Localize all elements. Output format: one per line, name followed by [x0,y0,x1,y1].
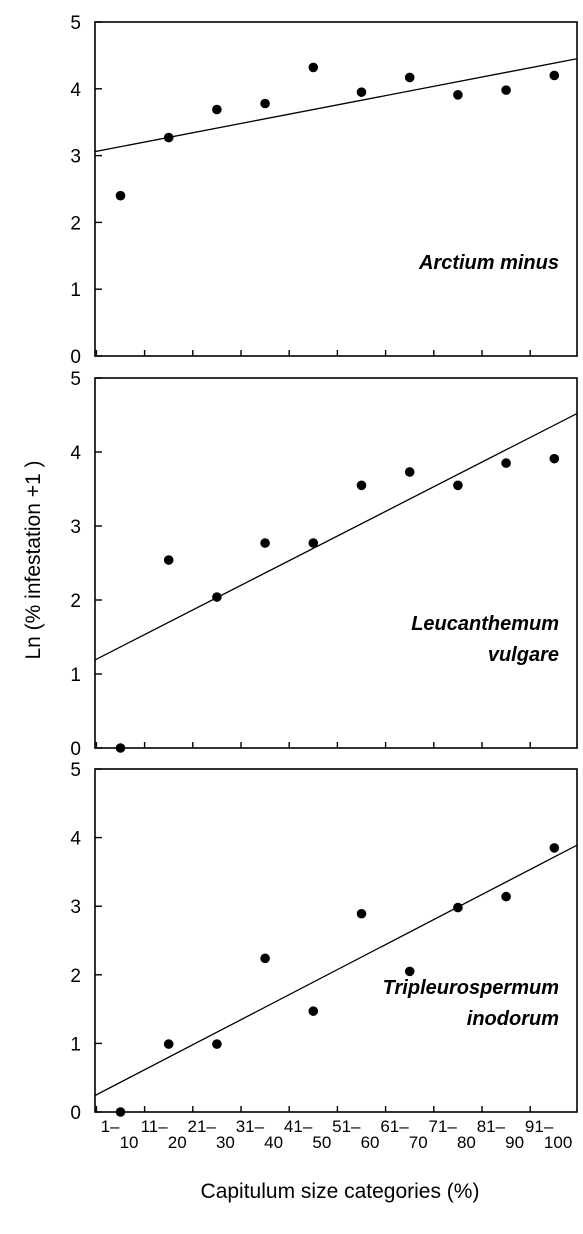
data-point [453,902,463,913]
panel-2: 0 1 2 3 4 5 Leucanthemum vulgare [70,369,578,760]
data-point [260,98,270,109]
data-point [212,1039,222,1049]
species-label: Leucanthemum [411,613,559,635]
category-label-top: 61– [380,1117,409,1136]
y-tick-label: 4 [70,80,81,101]
category-label: 31–40 [236,1117,283,1152]
y-axis-title: Ln (% infestation +1 ) [22,460,45,659]
y-tick-label: 1 [70,1034,81,1055]
data-point [356,908,367,919]
category-label-bottom: 30 [216,1133,235,1152]
y-tick-label: 1 [70,665,81,686]
trend-line [95,844,577,1097]
category-label: 91–100 [525,1117,572,1152]
panel-3: 0 1 2 3 4 5 Tripleurospermum inodorum [70,760,578,1124]
data-point [308,62,319,73]
data-point [501,458,511,468]
category-label-top: 51– [332,1117,361,1136]
category-label-bottom: 20 [168,1133,187,1152]
y-tick-label: 0 [70,347,81,368]
data-point [549,70,560,81]
y-tick-label: 5 [70,13,81,34]
category-label: 71–80 [429,1117,476,1152]
category-label-bottom: 100 [544,1133,572,1152]
data-point [501,891,511,902]
species-label: Arctium minus [418,252,559,274]
plot-frame [94,21,578,357]
panels: 0 1 2 3 4 5 Arctium minus 0 1 2 3 4 5 Leucanthemum vul… [70,13,578,1124]
y-tick-label: 5 [70,369,81,390]
y-tick-label: 2 [70,591,81,612]
species-label: vulgare [488,644,559,666]
data-point [308,538,319,548]
y-tick-label: 3 [70,897,81,918]
category-label-bottom: 80 [457,1133,476,1152]
y-tick-label: 3 [70,517,81,538]
category-label: 81–90 [477,1117,524,1152]
y-tick-label: 1 [70,280,81,301]
data-point [356,87,367,97]
category-label-top: 11– [141,1117,169,1136]
category-label-bottom: 60 [361,1133,380,1152]
data-point [212,104,222,115]
data-point [308,1006,319,1016]
data-point [356,480,367,491]
species-label: inodorum [467,1008,559,1030]
data-point [404,467,415,477]
category-label: 61–70 [380,1117,427,1152]
y-tick-label: 5 [70,760,81,781]
category-label-bottom: 90 [505,1133,524,1152]
data-point [453,90,463,100]
y-tick-label: 2 [70,966,81,987]
category-label-bottom: 50 [312,1133,331,1152]
y-tick-label: 4 [70,829,81,850]
category-label: 21–30 [188,1117,235,1152]
data-point [163,1039,174,1049]
category-label-bottom: 40 [264,1133,283,1152]
data-point [212,592,222,602]
plot-frame [94,768,578,1113]
category-label-bottom: 10 [120,1133,139,1152]
data-point [404,966,415,977]
y-tick-label: 3 [70,147,81,168]
category-label: 51–60 [332,1117,379,1152]
data-point [163,555,174,565]
data-point [453,480,463,491]
species-label: Tripleurospermum [383,977,559,999]
category-label: 41–50 [284,1117,331,1152]
category-label-top: 1– [101,1117,120,1136]
y-tick-label: 4 [70,443,81,464]
data-point [549,453,560,464]
category-label-top: 71– [429,1117,458,1136]
y-tick-label: 0 [70,739,81,760]
data-point [115,190,126,201]
trend-line [95,412,577,661]
data-point [260,538,270,548]
x-axis-title: Capitulum size categories (%) [201,1180,480,1203]
category-label-top: 91– [525,1117,554,1136]
trend-line [95,58,577,153]
y-tick-label: 2 [70,213,81,234]
plot-frame [94,377,578,749]
data-point [549,843,560,853]
category-label-top: 21– [188,1117,217,1136]
category-label-top: 81– [477,1117,506,1136]
data-point [404,72,415,83]
data-point [260,953,270,964]
panel-1: 0 1 2 3 4 5 Arctium minus [70,13,578,368]
data-point [501,85,511,95]
category-label: 11–20 [141,1117,187,1152]
data-point [115,743,126,753]
data-point [163,132,174,143]
category-label-bottom: 70 [409,1133,428,1152]
category-label-top: 31– [236,1117,265,1136]
category-label: 1–10 [101,1117,139,1152]
data-point [115,1107,126,1117]
y-tick-label: 0 [70,1103,81,1124]
category-labels: 1–1011–2021–3031–4041–5051–6061–7071–808… [101,1117,573,1152]
category-label-top: 41– [284,1117,313,1136]
